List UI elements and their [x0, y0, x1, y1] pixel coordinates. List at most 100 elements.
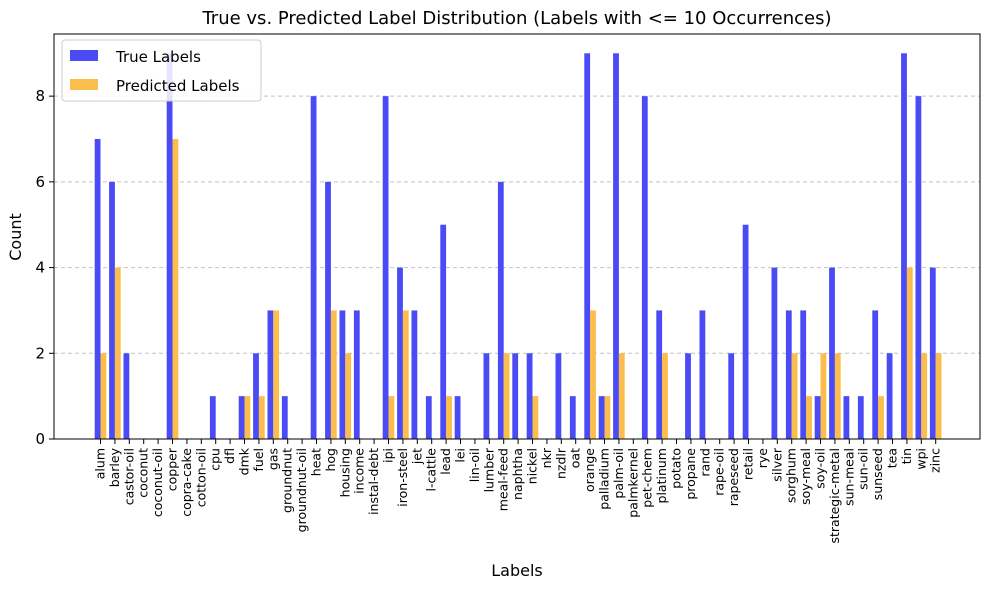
bar-true-heat	[310, 96, 317, 440]
bar-true-pet-chem	[641, 96, 648, 440]
x-tick-label: silver	[769, 447, 784, 482]
bar-true-palm-oil	[613, 53, 619, 440]
x-tick-label: platinum	[654, 448, 669, 503]
x-tick-label: strategic-metal	[827, 448, 842, 544]
bar-predicted-strategic-metal	[834, 353, 841, 439]
bar-true-rapeseed	[728, 353, 735, 439]
bar-true-gas	[267, 310, 274, 439]
x-tick-label: potato	[669, 448, 684, 489]
bar-predicted-tin	[906, 267, 913, 439]
bar-predicted-orange	[590, 310, 596, 439]
bar-predicted-zinc	[935, 353, 942, 439]
x-tick-label: lead	[438, 448, 453, 475]
y-tick-label: 4	[35, 259, 45, 277]
x-axis: alum barley castor-oil coconut coconut-oil co…	[93, 439, 943, 544]
x-tick-label: wpi	[913, 448, 928, 470]
legend-label-true: True Labels	[115, 48, 201, 66]
bar-true-sorghum	[785, 310, 792, 439]
x-tick-label: copper	[165, 447, 180, 491]
bar-true-lead	[440, 224, 447, 439]
bar-true-dmk	[238, 396, 245, 439]
x-tick-label: nickel	[525, 448, 540, 484]
bar-true-income	[353, 310, 360, 439]
bar-predicted-fuel	[258, 396, 265, 439]
x-tick-label: cpu	[208, 448, 223, 471]
bar-predicted-soy-oil	[820, 353, 827, 439]
bar-predicted-dmk	[244, 396, 251, 439]
x-tick-label: dmk	[237, 447, 252, 475]
bar-true-propane	[685, 353, 691, 439]
x-tick-label: zinc	[928, 448, 943, 473]
bar-true-castor-oil	[123, 353, 130, 439]
x-tick-label: tea	[885, 448, 900, 468]
x-tick-label: sorghum	[784, 448, 799, 503]
y-axis-label: Count	[6, 213, 25, 261]
x-tick-label: instal-debt	[366, 448, 381, 515]
x-tick-label: palladium	[597, 448, 612, 510]
bar-predicted-ipi	[388, 396, 395, 439]
bar-predicted-sorghum	[791, 353, 798, 439]
bar-true-cpu	[209, 396, 216, 439]
bar-true-strategic-metal	[829, 267, 835, 439]
bar-true-housing	[339, 310, 346, 439]
x-tick-label: coconut-oil	[150, 448, 165, 517]
bar-true-soy-oil	[814, 396, 821, 439]
x-axis-label: Labels	[491, 561, 543, 580]
x-tick-label: dfl	[222, 448, 237, 464]
y-tick-label: 0	[35, 430, 45, 448]
x-tick-label: castor-oil	[121, 448, 136, 505]
bar-true-orange	[584, 53, 591, 440]
x-tick-label: hog	[323, 448, 338, 472]
x-tick-label: rape-oil	[712, 448, 727, 496]
bar-true-soy-meal	[800, 310, 807, 439]
bar-true-nzdlr	[555, 353, 562, 439]
x-tick-label: coconut	[136, 448, 151, 498]
x-tick-label: rye	[755, 448, 770, 469]
x-tick-label: copra-cake	[179, 448, 194, 517]
bar-true-iron-steel	[397, 267, 403, 439]
bar-true-palladium	[598, 396, 605, 439]
plot-frame	[53, 33, 981, 440]
bar-predicted-meal-feed	[503, 353, 510, 439]
bar-true-alum	[94, 139, 101, 439]
bar-predicted-soy-meal	[806, 396, 812, 439]
grid-lines	[54, 95, 980, 354]
bar-predicted-housing	[345, 353, 352, 439]
bar-true-tin	[901, 53, 907, 440]
bar-true-rand	[699, 310, 706, 439]
x-tick-label: soy-meal	[798, 448, 813, 505]
y-tick-label: 8	[35, 87, 45, 105]
x-tick-label: sun-oil	[856, 448, 871, 490]
x-tick-label: rand	[697, 448, 712, 477]
bar-true-zinc	[929, 267, 936, 439]
x-tick-label: lei	[453, 448, 468, 463]
bar-true-retail	[742, 224, 749, 439]
x-tick-label: oat	[568, 448, 583, 468]
bar-predicted-platinum	[662, 353, 668, 439]
x-tick-label: groundnut-oil	[294, 448, 309, 532]
bar-predicted-iron-steel	[402, 310, 409, 439]
x-tick-label: lin-oil	[467, 448, 482, 482]
bar-true-sun-meal	[843, 396, 850, 439]
y-tick-label: 6	[35, 173, 45, 191]
x-tick-label: soy-oil	[813, 448, 828, 489]
bar-true-platinum	[656, 310, 663, 439]
x-tick-label: retail	[741, 448, 756, 480]
bar-true-wpi	[915, 96, 922, 440]
x-tick-label: fuel	[251, 448, 266, 472]
bar-predicted-hog	[330, 310, 337, 439]
x-tick-label: income	[352, 448, 367, 494]
bar-true-barley	[109, 181, 115, 439]
legend: True Labels Predicted Labels	[61, 39, 262, 102]
x-tick-label: jet	[409, 448, 424, 465]
bar-true-silver	[771, 267, 778, 439]
x-tick-label: sunseed	[870, 448, 885, 500]
x-tick-label: cotton-oil	[193, 448, 208, 507]
x-tick-label: nkr	[539, 447, 554, 468]
bar-predicted-gas	[273, 310, 280, 439]
bar-predicted-sunseed	[878, 396, 884, 439]
bar-predicted-lead	[446, 396, 452, 439]
legend-swatch-predicted	[70, 79, 98, 90]
y-tick-label: 2	[35, 344, 45, 362]
